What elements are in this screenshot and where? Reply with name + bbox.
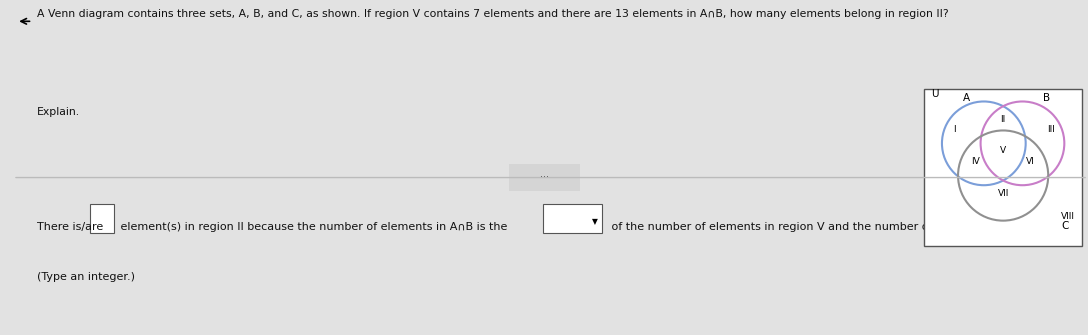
Text: VII: VII xyxy=(998,190,1009,198)
FancyBboxPatch shape xyxy=(90,204,114,233)
Text: C: C xyxy=(1061,221,1068,231)
FancyBboxPatch shape xyxy=(543,204,602,233)
Text: of the number of elements in region V and the number of elements in region II.: of the number of elements in region V an… xyxy=(607,222,1053,231)
Text: A Venn diagram contains three sets, A, B, and C, as shown. If region V contains : A Venn diagram contains three sets, A, B… xyxy=(37,9,949,19)
Text: ···: ··· xyxy=(540,173,549,183)
Text: V: V xyxy=(1000,146,1006,155)
Text: B: B xyxy=(1043,93,1051,104)
Text: VIII: VIII xyxy=(1061,212,1075,221)
Text: II: II xyxy=(1001,116,1005,124)
FancyBboxPatch shape xyxy=(506,163,583,192)
Text: VI: VI xyxy=(1026,157,1035,166)
Text: III: III xyxy=(1048,125,1055,134)
Text: A: A xyxy=(963,93,970,104)
Text: I: I xyxy=(953,125,956,134)
Text: ▼: ▼ xyxy=(592,217,597,226)
Text: There is/are: There is/are xyxy=(37,222,107,231)
Text: U: U xyxy=(930,89,938,98)
Text: element(s) in region II because the number of elements in A∩B is the: element(s) in region II because the numb… xyxy=(118,222,508,231)
Text: Explain.: Explain. xyxy=(37,107,79,117)
Text: (Type an integer.): (Type an integer.) xyxy=(37,272,135,282)
Text: IV: IV xyxy=(972,157,980,166)
